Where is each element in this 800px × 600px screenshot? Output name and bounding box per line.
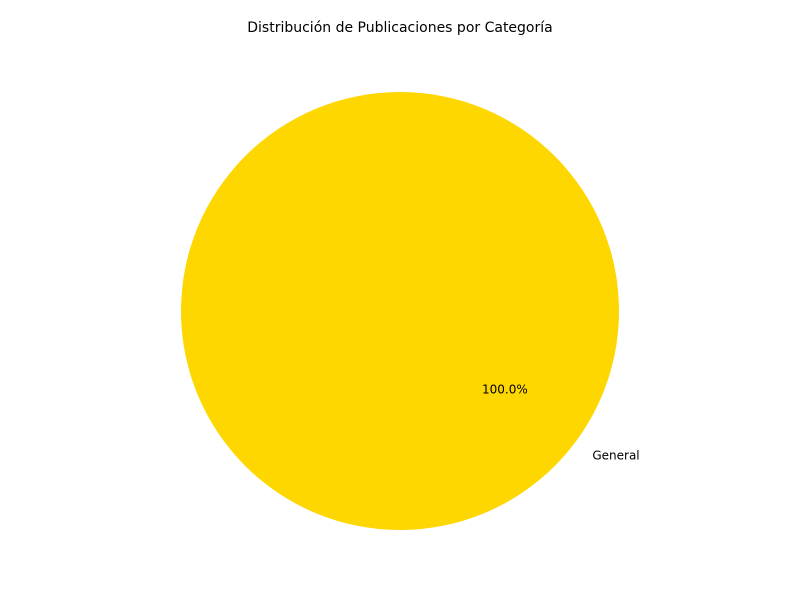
- pie-slices: General 100.0%: [181, 92, 640, 530]
- slice-category-label: General: [592, 449, 639, 463]
- slice-percent-label: 100.0%: [482, 383, 528, 397]
- pie-slice-general: [181, 92, 619, 530]
- chart-title: Distribución de Publicaciones por Catego…: [247, 20, 552, 36]
